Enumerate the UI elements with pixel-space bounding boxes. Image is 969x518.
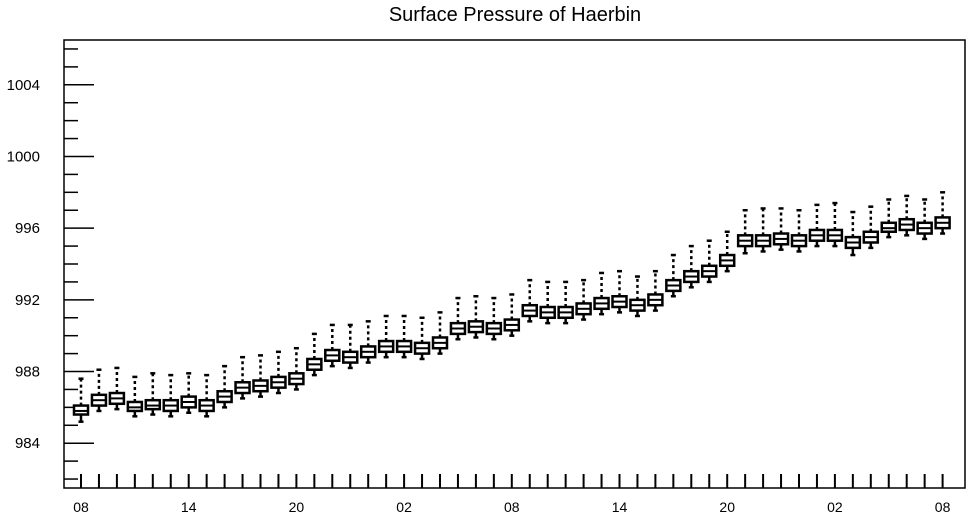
- y-tick-label: 996: [15, 220, 40, 237]
- box-item: [808, 203, 826, 248]
- box-item: [521, 278, 538, 323]
- box-item: [449, 296, 467, 341]
- x-tick-label: 08: [73, 499, 89, 515]
- box-item: [575, 278, 592, 321]
- box-item: [198, 373, 215, 418]
- box-item: [126, 375, 144, 418]
- box-item: [934, 191, 951, 235]
- x-tick-label: 02: [396, 499, 412, 515]
- box-item: [718, 230, 736, 273]
- box-item: [701, 239, 718, 284]
- x-axis: 08 14 20 02 08 14 20 02 08: [73, 474, 951, 515]
- x-tick-label: 20: [289, 499, 305, 515]
- box-item: [270, 350, 287, 395]
- x-tick-label: 08: [935, 499, 951, 515]
- box-item: [736, 208, 754, 255]
- box-item: [593, 271, 610, 316]
- x-tick-label: 08: [504, 499, 520, 515]
- box-item: [216, 364, 233, 409]
- box-item: [790, 208, 808, 253]
- box-item: [647, 269, 664, 312]
- box-item: [180, 372, 197, 414]
- box-item: [772, 207, 790, 251]
- x-tick-label: 14: [612, 499, 628, 515]
- box-item: [342, 323, 359, 370]
- y-tick-label: 1000: [7, 148, 40, 165]
- box-item: [557, 280, 574, 325]
- box-item: [916, 198, 933, 241]
- box-item: [898, 194, 915, 237]
- box-item: [324, 323, 341, 368]
- box-item: [306, 332, 323, 377]
- box-item: [431, 311, 449, 355]
- box-item: [611, 269, 628, 314]
- box-item: [288, 346, 305, 391]
- box-item: [413, 316, 431, 361]
- box-item: [467, 295, 485, 339]
- box-item: [395, 314, 413, 359]
- box-item: [252, 354, 269, 398]
- box-item: [359, 320, 377, 364]
- box-item: [826, 201, 844, 248]
- box-item: [144, 372, 162, 416]
- x-tick-label: 14: [181, 499, 197, 515]
- box-item: [377, 314, 395, 359]
- x-tick-label: 02: [827, 499, 843, 515]
- box-item: [844, 210, 862, 257]
- box-item: [90, 368, 108, 413]
- box-item: [754, 207, 772, 253]
- y-tick-label: 984: [15, 435, 40, 452]
- box-item: [72, 377, 90, 423]
- box-item: [234, 355, 251, 400]
- box-item: [862, 205, 880, 250]
- x-tick-label: 20: [719, 499, 735, 515]
- box-item: [108, 366, 126, 411]
- y-axis: 984 988 992 996 1000 1004: [7, 48, 94, 480]
- plot-frame: [63, 39, 966, 489]
- y-tick-label: 988: [15, 364, 40, 381]
- box-series: [72, 191, 951, 423]
- box-item: [485, 296, 503, 341]
- box-item: [880, 198, 897, 239]
- box-item: [162, 373, 179, 418]
- y-tick-label: 1004: [7, 77, 40, 94]
- y-tick-label: 992: [15, 292, 40, 309]
- box-item: [629, 275, 646, 318]
- box-item: [683, 244, 700, 289]
- box-item: [503, 293, 521, 337]
- chart-title: Surface Pressure of Haerbin: [388, 4, 642, 26]
- box-item: [539, 280, 556, 325]
- box-item: [665, 253, 682, 298]
